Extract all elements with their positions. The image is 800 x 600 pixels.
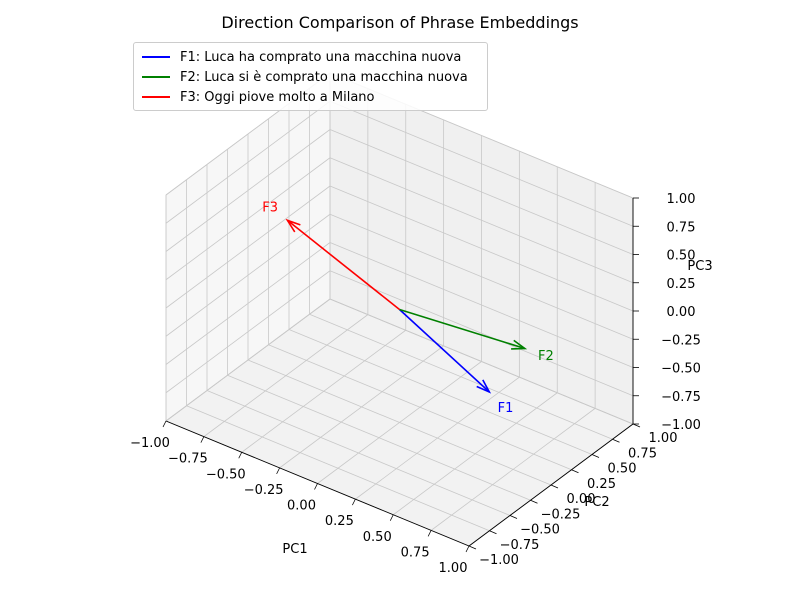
legend-item-f1: F1: Luca ha comprato una macchina nuova [142, 47, 461, 67]
legend-swatch-f1 [142, 56, 170, 58]
y-tick-label: 0.25 [587, 477, 616, 492]
x-tick-label: 0.00 [287, 499, 316, 514]
vector-f2 [399, 308, 526, 350]
x-tick-label: −0.50 [206, 467, 246, 482]
y-tick-mark [612, 438, 620, 443]
z-axis-label: PC3 [687, 259, 712, 274]
x-tick-label: 0.50 [363, 530, 392, 545]
grid-line [329, 100, 634, 227]
z-tick-label: −0.25 [661, 333, 701, 348]
grid-line [288, 329, 593, 455]
legend-swatch-f2 [142, 76, 170, 78]
x-tick-label: −0.75 [168, 452, 208, 467]
y-tick-mark [509, 515, 518, 519]
grid-line [165, 185, 331, 309]
x-tick-mark [314, 483, 318, 490]
y-tick-mark [632, 423, 641, 428]
x-axis-line [165, 420, 470, 547]
z-tick-label: 0.50 [667, 249, 696, 264]
x-tick-label: −0.25 [244, 483, 284, 498]
grid-line [309, 313, 613, 440]
x-axis-label: PC1 [282, 542, 307, 557]
y-tick-label: 0.75 [628, 446, 657, 461]
y-tick-mark [530, 499, 538, 504]
z-tick-label: −1.00 [661, 418, 701, 433]
z-tick-label: 0.00 [667, 305, 696, 320]
chart-title: Direction Comparison of Phrase Embedding… [221, 13, 578, 32]
z-tick-label: 0.75 [667, 220, 696, 235]
legend-swatch-f3 [142, 96, 170, 98]
vector-f1 [398, 308, 490, 393]
grid-line [268, 344, 572, 471]
arrowhead-f3 [285, 218, 301, 233]
grid-line [329, 129, 634, 255]
x-tick-mark [352, 498, 356, 506]
z-tick-label: 1.00 [667, 192, 696, 207]
legend-item-f3: F3: Oggi piove molto a Milano [142, 87, 375, 107]
legend: F1: Luca ha comprato una macchina nuova … [133, 42, 488, 111]
arrowhead-f1 [476, 379, 492, 394]
vector-f3 [286, 219, 400, 311]
x-tick-mark [200, 436, 205, 443]
grid-line [329, 298, 634, 425]
vector-label-f1: F1 [498, 401, 514, 416]
legend-item-f2: F2: Luca si è comprato una macchina nuov… [142, 67, 468, 87]
x-tick-mark [389, 514, 394, 521]
x-tick-label: 1.00 [439, 561, 468, 576]
y-tick-label: −0.75 [500, 538, 540, 553]
z-tick-label: −0.75 [661, 390, 701, 405]
legend-label-f3: F3: Oggi piove molto a Milano [180, 89, 375, 105]
tick-labels: −1.00−1.00−1.00−0.75−0.75−0.75−0.50−0.50… [130, 192, 701, 576]
y-tick-mark [468, 545, 477, 550]
x-tick-label: 0.75 [401, 545, 430, 560]
y-tick-label: 1.00 [649, 431, 678, 446]
grid-line [393, 392, 558, 516]
y-tick-label: 0.50 [608, 462, 637, 477]
y-axis-line [468, 423, 634, 547]
y-tick-mark [591, 454, 600, 458]
vector-series: F1 F2 F3 [262, 201, 553, 416]
legend-label-f1: F1: Luca ha comprato una macchina nuova [180, 49, 462, 65]
grid-line [355, 376, 520, 500]
x-tick-mark [427, 530, 432, 537]
y-tick-label: 0.00 [567, 492, 596, 507]
x-tick-mark [162, 420, 167, 428]
vector-label-f2: F2 [538, 349, 554, 364]
y-tick-label: −0.25 [541, 507, 581, 522]
z-tick-label: 0.25 [667, 277, 696, 292]
x-tick-label: −1.00 [130, 436, 170, 451]
vector-label-f3: F3 [262, 201, 278, 216]
arrowhead-f2 [511, 339, 528, 350]
z-tick-label: −0.50 [661, 362, 701, 377]
grid-line [247, 359, 552, 486]
grid-line [165, 100, 331, 224]
x-tick-mark [276, 467, 280, 475]
x-tick-mark [465, 545, 470, 553]
grid-line [165, 157, 331, 281]
y-tick-label: −0.50 [520, 523, 560, 538]
legend-label-f2: F2: Luca si è comprato una macchina nuov… [180, 69, 468, 85]
grid-line [329, 185, 634, 312]
grid-line [329, 157, 634, 284]
y-tick-mark [489, 530, 497, 535]
y-tick-mark [571, 469, 579, 474]
x-tick-label: 0.25 [325, 514, 354, 529]
y-tick-label: −1.00 [479, 553, 519, 568]
grid-line [430, 408, 596, 531]
grid-line [165, 129, 331, 252]
y-axis-label: PC2 [584, 495, 609, 510]
x-tick-mark [238, 452, 243, 459]
y-tick-mark [550, 484, 559, 489]
